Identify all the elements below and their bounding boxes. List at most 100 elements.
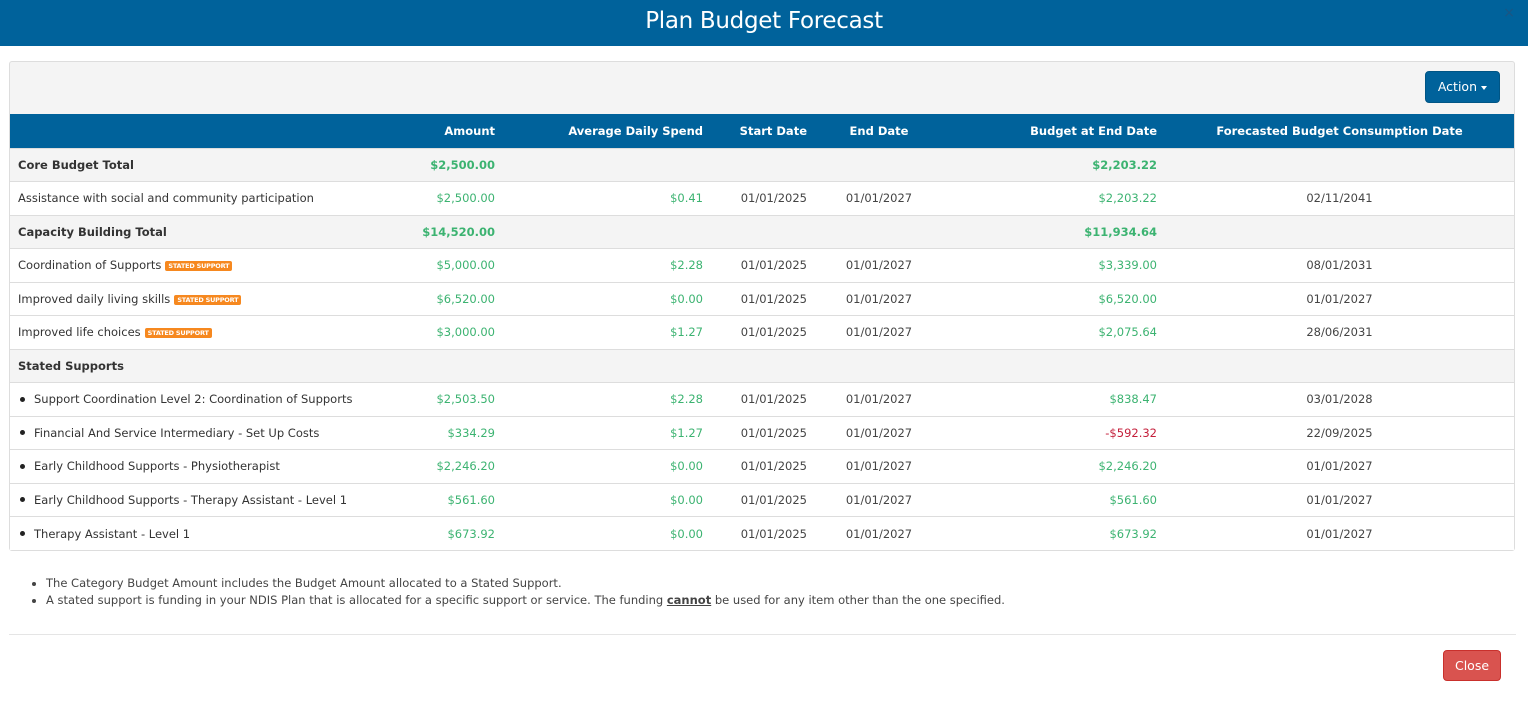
panel-toolbar: Action [10, 62, 1514, 114]
cell-name: Core Budget Total [10, 147, 310, 182]
cell-name: Support Coordination Level 2: Coordinati… [10, 382, 352, 416]
cell-end-date: 01/01/2027 [815, 449, 943, 483]
cell-name: Therapy Assistant - Level 1 [10, 516, 310, 550]
row-label: Early Childhood Supports - Therapy Assis… [34, 492, 348, 507]
cell-end-date [815, 214, 943, 249]
budget-forecast-table: Amount Average Daily Spend Start Date En… [10, 114, 1514, 550]
row-label: Support Coordination Level 2: Coordinati… [34, 392, 353, 407]
table-row: Early Childhood Supports - Physiotherapi… [10, 449, 1514, 483]
row-label: Financial And Service Intermediary - Set… [34, 425, 320, 440]
cell-amount: $2,500.00 [310, 147, 503, 182]
row-label: Capacity Building Total [18, 224, 167, 239]
modal-header: Plan Budget Forecast × [0, 0, 1528, 46]
cell-name: Stated Supports [10, 348, 310, 383]
cell-budget-at-end-date: $3,339.00 [943, 248, 1165, 282]
cell-start-date: 01/01/2025 [711, 382, 815, 416]
cell-forecast-date: 03/01/2028 [1165, 382, 1514, 416]
cell-start-date: 01/01/2025 [711, 415, 815, 450]
cell-average-daily-spend [503, 214, 711, 249]
cell-budget-at-end-date [943, 348, 1165, 383]
bullet-icon [20, 463, 25, 469]
cell-start-date: 01/01/2025 [711, 248, 815, 282]
cell-average-daily-spend [503, 147, 711, 182]
cell-average-daily-spend: $0.41 [503, 181, 711, 215]
cell-start-date [711, 214, 815, 249]
cell-amount: $2,500.00 [310, 181, 503, 215]
column-header-start-date: Start Date [739, 123, 807, 138]
action-label: Action [1437, 79, 1477, 94]
cell-forecast-date: 08/01/2031 [1165, 248, 1514, 282]
cell-forecast-date: 02/11/2041 [1165, 181, 1514, 215]
table-group-row: Stated Supports [10, 348, 1514, 383]
cell-end-date: 01/01/2027 [815, 281, 943, 316]
cell-name: Early Childhood Supports - Physiotherapi… [10, 449, 310, 483]
table-group-row: Capacity Building Total $14,520.00 $11,934… [10, 214, 1514, 249]
cell-amount: $2,246.20 [310, 449, 503, 483]
cell-end-date: 01/01/2027 [815, 315, 943, 349]
column-header-amount: Amount [444, 123, 495, 138]
close-button[interactable]: Close [1443, 650, 1501, 681]
cell-budget-at-end-date: $2,203.22 [943, 181, 1165, 215]
row-label: Coordination of Supports [18, 258, 162, 273]
row-label: Core Budget Total [18, 157, 134, 172]
cell-name: Assistance with social and community par… [10, 181, 314, 215]
bullet-icon [20, 531, 25, 536]
column-header-budget-at-end-date: Budget at End Date [1030, 123, 1157, 138]
cell-name: Coordination of Supports STATED SUPPORT [10, 248, 310, 282]
table-row: Support Coordination Level 2: Coordinati… [10, 382, 1514, 416]
cell-amount: $334.29 [310, 415, 503, 450]
cell-budget-at-end-date: $561.60 [943, 482, 1165, 517]
cell-budget-at-end-date: $838.47 [943, 382, 1165, 416]
row-label: Stated Supports [18, 358, 124, 373]
footer-divider [9, 634, 1516, 635]
caret-down-icon [1481, 85, 1487, 90]
column-header-end-date: End Date [849, 123, 909, 138]
cell-average-daily-spend: $0.00 [503, 516, 711, 550]
cell-budget-at-end-date: $2,203.22 [943, 147, 1165, 182]
cell-average-daily-spend: $2.28 [503, 382, 711, 416]
budget-panel: Action Amount Average Daily Spend Start … [9, 61, 1515, 551]
cell-start-date: 01/01/2025 [711, 315, 815, 349]
table-body: Core Budget Total $2,500.00 $2,203.22 Assis… [10, 147, 1514, 550]
table-row: Improved life choices STATED SUPPORT $3,00… [10, 315, 1514, 349]
cell-name: Financial And Service Intermediary - Set… [10, 415, 319, 450]
table-header-row: Amount Average Daily Spend Start Date En… [10, 114, 1514, 148]
bullet-icon [20, 430, 25, 436]
cell-forecast-date: 01/01/2027 [1165, 449, 1514, 483]
note-item: The Category Budget Amount includes the … [46, 575, 1005, 592]
cell-budget-at-end-date: $673.92 [943, 516, 1165, 550]
cell-budget-at-end-date: -$592.32 [943, 415, 1165, 450]
bullet-icon [20, 497, 25, 503]
cell-start-date: 01/01/2025 [711, 281, 815, 316]
cell-end-date: 01/01/2027 [815, 181, 943, 215]
table-row: Early Childhood Supports - Therapy Assis… [10, 482, 1514, 517]
cell-end-date: 01/01/2027 [815, 382, 943, 416]
cell-average-daily-spend: $1.27 [503, 415, 711, 450]
cell-forecast-date: 28/06/2031 [1165, 315, 1514, 349]
cell-end-date: 01/01/2027 [815, 248, 943, 282]
cell-forecast-date: 01/01/2027 [1165, 482, 1514, 517]
cell-start-date: 01/01/2025 [711, 516, 815, 550]
cell-forecast-date: 01/01/2027 [1165, 281, 1514, 316]
notes-list: The Category Budget Amount includes the … [28, 575, 1005, 609]
bullet-icon [20, 396, 25, 402]
cell-name: Early Childhood Supports - Therapy Assis… [10, 482, 347, 517]
cell-forecast-date [1165, 214, 1514, 249]
row-label: Early Childhood Supports - Physiotherapi… [34, 459, 280, 474]
cell-start-date: 01/01/2025 [711, 181, 815, 215]
cell-forecast-date [1165, 147, 1514, 182]
table-group-row: Core Budget Total $2,500.00 $2,203.22 [10, 147, 1514, 182]
cell-amount: $2,503.50 [310, 382, 503, 416]
cell-average-daily-spend: $2.28 [503, 248, 711, 282]
note-text: be used for any item other than the one … [711, 593, 1005, 607]
action-dropdown-button[interactable]: Action [1424, 71, 1500, 103]
cell-average-daily-spend: $0.00 [503, 281, 711, 316]
modal-title: Plan Budget Forecast [645, 8, 883, 34]
cell-average-daily-spend: $0.00 [503, 449, 711, 483]
table-row: Coordination of Supports STATED SUPPORT $5… [10, 248, 1514, 282]
row-label: Therapy Assistant - Level 1 [34, 526, 191, 541]
cell-budget-at-end-date: $6,520.00 [943, 281, 1165, 316]
column-header-forecasted-consumption-date: Forecasted Budget Consumption Date [1216, 123, 1463, 138]
row-label: Improved daily living skills [18, 291, 171, 306]
close-icon[interactable]: × [1503, 5, 1515, 21]
